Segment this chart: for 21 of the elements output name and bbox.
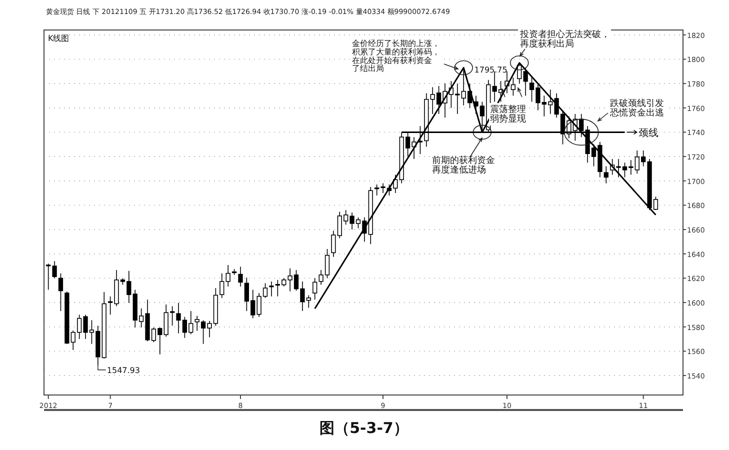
point (472, 124, 492, 140)
candlestick (312, 278, 318, 300)
point (454, 60, 473, 76)
candlestick (604, 166, 608, 184)
candlestick (220, 272, 224, 298)
candlestick (269, 281, 274, 297)
candlestick (226, 264, 230, 287)
annotation: 跌破颈线引发恐慌资金出逃 (609, 98, 664, 118)
annotation: 1547.93 (106, 366, 140, 375)
annotation: 前期的获利资金再度逢低进场 (432, 155, 495, 176)
annotation: 震荡整理弱势显现 (490, 104, 526, 124)
annotation: K线图 (48, 34, 70, 43)
candlestick (58, 272, 64, 312)
annotation: 1795.75 (474, 65, 508, 74)
legend-label: 颈线 (638, 127, 659, 140)
candlestick (238, 266, 243, 287)
annotation: 投资者担心无法突破，再度获利出局 (519, 29, 610, 50)
candlestick (523, 67, 528, 96)
annotation: 金价经历了长期的上涨，积累了大量的获利筹码，在此处开始有获利资金了结出局 (352, 39, 440, 74)
text: 图（5-3-7） (320, 419, 408, 437)
point (510, 55, 529, 70)
